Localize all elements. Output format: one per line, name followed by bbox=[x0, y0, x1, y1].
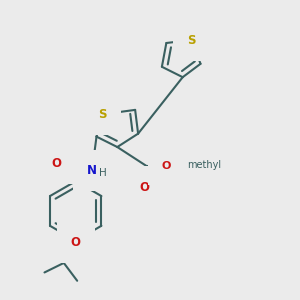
Text: methyl: methyl bbox=[187, 160, 221, 170]
Text: N: N bbox=[87, 164, 97, 177]
Text: O: O bbox=[139, 181, 149, 194]
Text: S: S bbox=[98, 108, 107, 121]
Text: O: O bbox=[162, 161, 171, 171]
Text: O: O bbox=[71, 236, 81, 249]
Text: H: H bbox=[100, 168, 107, 178]
Text: O: O bbox=[51, 157, 62, 170]
Text: S: S bbox=[188, 34, 196, 46]
